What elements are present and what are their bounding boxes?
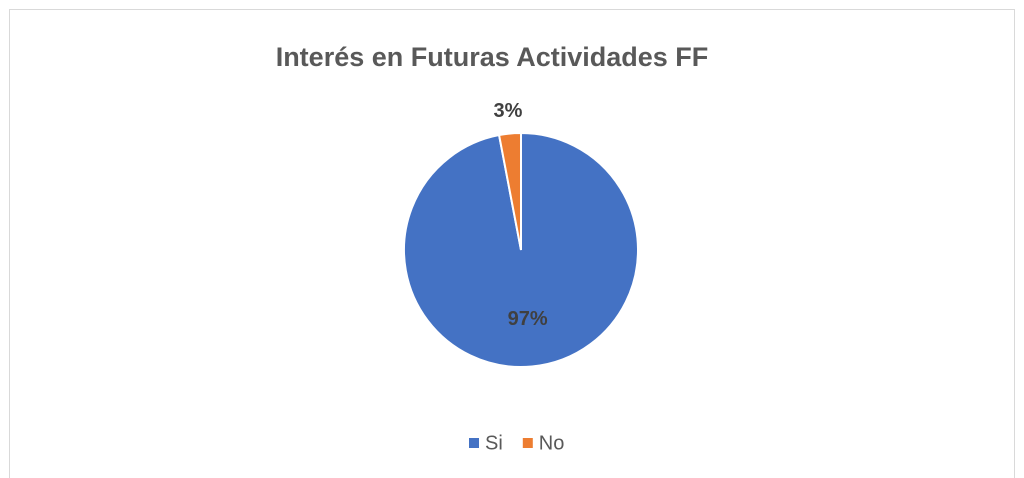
legend-label: Si — [485, 432, 503, 454]
legend-swatch — [522, 438, 533, 448]
pie-slice — [497, 131, 522, 251]
legend-swatch — [469, 438, 479, 448]
data-label: 3% — [493, 100, 522, 122]
data-label: 97% — [508, 308, 548, 330]
legend-label: No — [539, 432, 565, 454]
chart-title: Interés en Futuras Actividades FF — [276, 42, 709, 72]
